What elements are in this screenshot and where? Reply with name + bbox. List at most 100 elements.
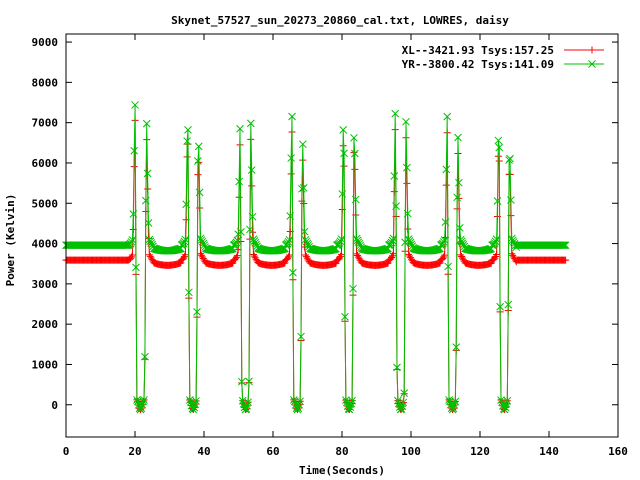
- series-point-1-379: [402, 117, 410, 126]
- series-point-1-483: [495, 143, 504, 152]
- series-point-1-309: [339, 126, 348, 134]
- series-point-1-376: [399, 398, 408, 407]
- series-point-1-138: [185, 396, 194, 404]
- series-point-1-251: [287, 154, 296, 162]
- series-point-0-249: [285, 251, 293, 259]
- series-point-1-363: [387, 238, 396, 247]
- series-point-0-385: [407, 255, 415, 263]
- series-point-1-73: [127, 237, 136, 246]
- y-tick-label-2: 2000: [32, 318, 59, 331]
- y-tick-label-7: 7000: [32, 117, 59, 130]
- series-point-1-484: [496, 302, 505, 311]
- series-point-1-204: [245, 377, 253, 386]
- series-point-1-316: [345, 405, 354, 414]
- series-point-1-489: [500, 405, 509, 414]
- series-point-1-323: [351, 195, 360, 204]
- legend-label-0: XL--3421.93 Tsys:157.25: [402, 44, 554, 57]
- series-point-1-319: [348, 396, 356, 405]
- series-point-0-209: [249, 251, 257, 258]
- series-point-1-194: [236, 124, 244, 133]
- series-point-0-499: [510, 253, 518, 261]
- series-point-0-362: [387, 255, 395, 263]
- series-point-0-480: [493, 251, 501, 259]
- series-point-1-436: [453, 193, 461, 202]
- plot-frame: [65, 33, 619, 438]
- y-tick-label-9: 9000: [32, 36, 59, 49]
- series-point-1-92: [144, 219, 153, 227]
- series-point-0-557: [562, 256, 570, 264]
- series-point-1-131: [179, 239, 188, 248]
- series-point-1-480: [492, 235, 501, 244]
- series-point-1-266: [300, 227, 309, 236]
- series-point-1-305: [335, 239, 344, 247]
- series-point-0-191: [233, 252, 241, 260]
- series-point-0-189: [232, 255, 240, 263]
- series-point-0-325: [354, 251, 362, 259]
- series-point-0-307: [337, 250, 345, 258]
- series-point-1-136: [184, 126, 192, 134]
- series-point-0-498: [509, 251, 517, 259]
- series-point-1-496: [507, 196, 515, 204]
- series-point-1-191: [233, 236, 242, 245]
- series-point-0-247: [284, 254, 292, 262]
- series-point-1-367: [391, 109, 400, 118]
- series-point-0-128: [177, 259, 185, 267]
- series-point-1-485: [497, 396, 505, 404]
- x-tick-label-2: 40: [197, 445, 210, 458]
- series-point-1-438: [455, 178, 463, 187]
- series-point-0-93: [145, 251, 153, 259]
- series-point-0-326: [354, 253, 362, 261]
- series-point-1-493: [504, 300, 513, 309]
- series-point-0-382: [405, 250, 413, 258]
- series-point-0-212: [252, 255, 260, 263]
- series-point-1-264: [298, 140, 307, 149]
- series-point-0-384: [406, 254, 414, 262]
- series-point-1-132: [180, 237, 189, 246]
- y-tick-label-3: 3000: [32, 278, 59, 291]
- series-point-1-556: [560, 241, 569, 250]
- series-point-1-190: [232, 238, 241, 247]
- y-tick-label-6: 6000: [32, 157, 59, 170]
- legend-marker-0: [588, 46, 596, 54]
- series-point-1-262: [297, 332, 305, 341]
- x-tick-label-0: 0: [63, 445, 70, 458]
- series-point-0-244: [281, 259, 289, 267]
- series-point-0-190: [232, 253, 240, 261]
- series-point-1-320: [349, 284, 357, 293]
- series-point-0-74: [128, 251, 136, 259]
- series-point-0-211: [251, 254, 259, 262]
- series-point-1-318: [347, 399, 356, 408]
- series-point-1-439: [455, 224, 464, 232]
- series-point-1-196: [237, 377, 246, 386]
- series-point-1-495: [506, 154, 514, 163]
- series-point-0-94: [146, 252, 154, 260]
- series-point-1-310: [340, 149, 348, 158]
- series-point-0-359: [384, 259, 392, 267]
- series-point-0-96: [148, 256, 156, 264]
- y-tick-label-0: 0: [51, 399, 58, 412]
- series-point-1-147: [194, 157, 202, 165]
- series-point-1-74: [128, 235, 137, 244]
- series-point-0-268: [302, 253, 310, 261]
- series-point-1-364: [388, 236, 397, 245]
- series-point-1-478: [490, 239, 499, 247]
- series-point-1-307: [337, 235, 346, 243]
- x-tick-label-6: 120: [470, 445, 490, 458]
- series-point-1-208: [248, 212, 257, 221]
- series-point-1-148: [194, 142, 203, 151]
- x-tick-label-1: 20: [128, 445, 141, 458]
- series-point-1-78: [132, 263, 140, 272]
- series-point-0-186: [229, 259, 237, 267]
- series-point-0-72: [127, 254, 135, 262]
- series-point-0-440: [457, 251, 465, 259]
- series-point-1-308: [338, 190, 347, 198]
- series-point-1-554: [559, 241, 567, 250]
- series-point-1-193: [235, 177, 243, 186]
- series-line-1: [66, 104, 566, 411]
- series-point-0-150: [197, 250, 205, 258]
- y-tick-label-1: 1000: [32, 358, 59, 371]
- series-point-1-482: [494, 136, 503, 145]
- series-point-0-497: [508, 250, 516, 258]
